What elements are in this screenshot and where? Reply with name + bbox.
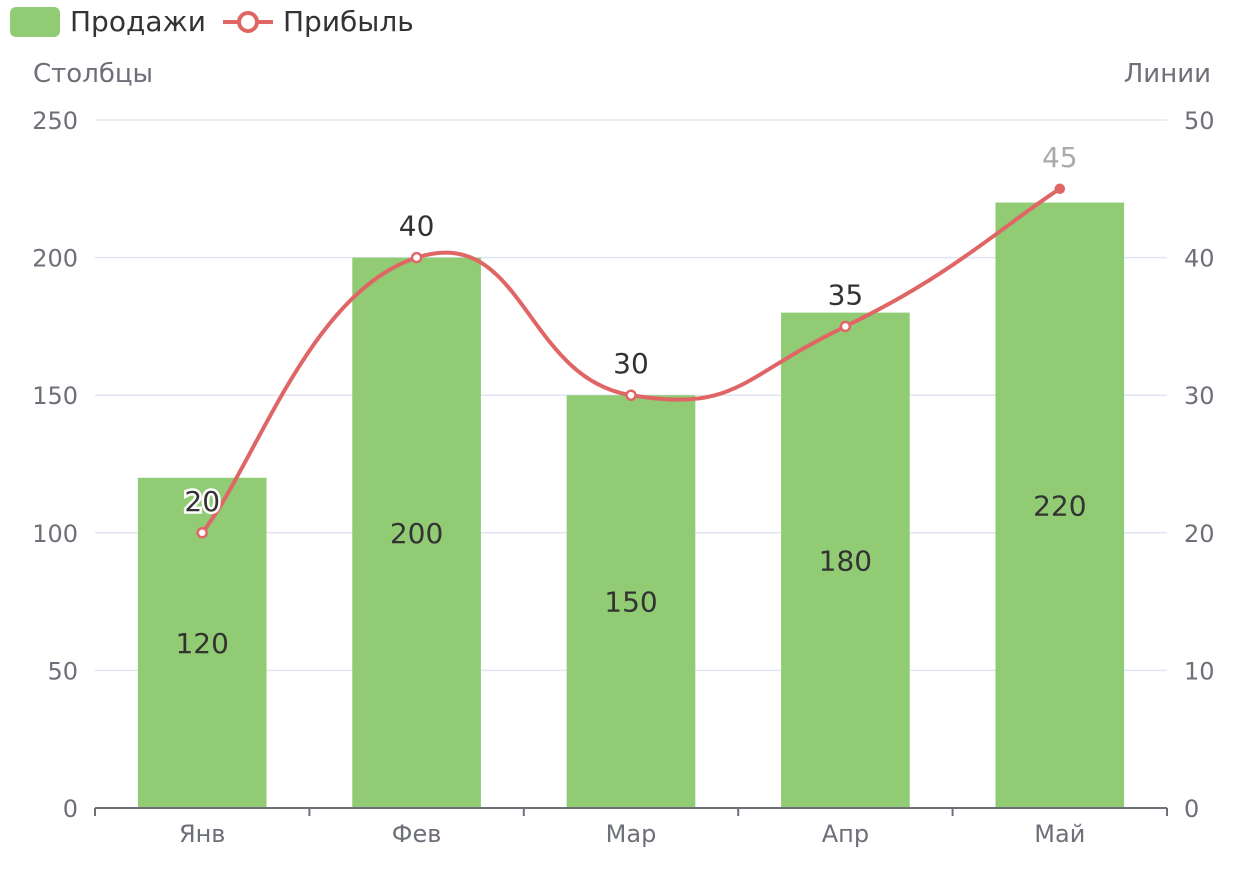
line-value-label: 35 [828,278,864,311]
bar-value-label: 200 [390,517,443,550]
bar-value-label: 120 [175,627,228,660]
line-value-label: 20 [184,485,220,518]
y-left-tick-label: 100 [32,520,78,548]
plot-area: 0 50 100 150 200 250 0 10 20 30 40 50 Янв Фев Мар Апр Ма… [32,107,1214,848]
bar-Апр [781,312,910,808]
line-value-label: 45 [1042,141,1078,174]
y-right-tick-label: 30 [1184,382,1215,410]
y-axis-left-title: Столбцы [33,59,153,89]
bar-Фев [352,257,481,809]
y-left-tick-label: 150 [32,382,78,410]
legend[interactable]: Продажи Прибыль [10,5,414,38]
legend-marker-line [237,11,259,33]
line-point [1054,183,1066,195]
bar-value-label: 180 [819,544,872,577]
x-tick-label: Янв [179,820,226,848]
x-tick-label: Апр [822,820,869,848]
series-line-profit [200,187,1061,535]
line-value-label: 40 [399,210,435,243]
x-tick-label: Фев [392,820,442,848]
line-point [410,251,423,264]
y-right-tick-label: 20 [1184,520,1215,548]
bar-value-label: 220 [1033,489,1086,522]
line-value-label: 30 [613,347,649,380]
bar-value-label: 150 [604,586,657,619]
bar-Мар [566,395,696,808]
bar-Май [995,202,1125,808]
legend-item-bar[interactable]: Продажи [10,5,206,38]
x-tick-label: Мар [606,820,657,848]
y-left-tick-label: 200 [32,245,78,273]
y-left-tick-label: 50 [47,657,78,685]
line-point [625,389,637,401]
y-axis-right-title: Линии [1124,59,1211,89]
y-right-tick-label: 50 [1184,107,1215,135]
legend-swatch-bar [10,7,60,37]
y-right-tick-label: 10 [1184,657,1215,685]
y-right-tick-label: 0 [1184,795,1199,823]
x-tick-label: Май [1034,820,1085,848]
line-point [839,320,852,333]
legend-label-line: Прибыль [283,5,414,38]
y-left-tick-label: 0 [63,795,78,823]
legend-label-bar: Продажи [70,5,206,38]
line-point [196,527,208,539]
y-right-tick-label: 40 [1184,245,1215,273]
y-left-tick-label: 250 [32,107,78,135]
legend-item-line[interactable]: Прибыль [223,5,414,38]
